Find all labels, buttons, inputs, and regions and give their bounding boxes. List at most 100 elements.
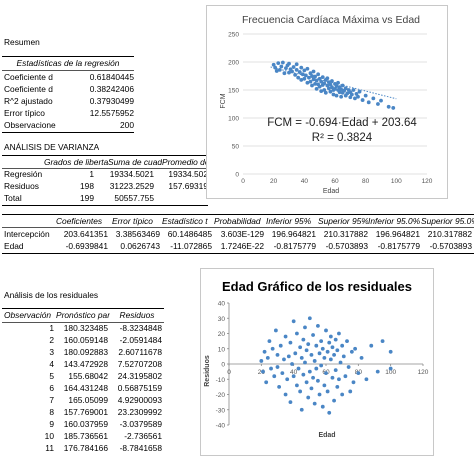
residual-obs[interactable]: 1 [49,323,54,333]
coef-cell[interactable]: 210.317882 [323,229,368,239]
residual-value[interactable]: -8.3234848 [119,323,162,333]
anova-cell[interactable]: 198 [80,181,94,191]
coef-cell[interactable]: 1.7246E-22 [220,241,264,251]
coef-row-label[interactable]: Intercepción [4,229,50,239]
anova-row-label[interactable]: Regresión [4,169,43,179]
residuals-header-res[interactable]: Residuos [119,310,155,320]
coef-cell[interactable]: -0.5703893 [429,241,472,251]
coef-cell[interactable]: 210.317882 [427,229,472,239]
summary-value[interactable]: 0.61840445 [89,72,134,82]
data-point [296,75,301,80]
residuals-header-obs[interactable]: Observación [4,310,52,320]
summary-label[interactable]: Coeficiente d [4,72,53,82]
anova-row-label[interactable]: Total [4,193,22,203]
anova-cell[interactable]: 1 [89,169,94,179]
residual-obs[interactable]: 5 [49,371,54,381]
coef-cell[interactable]: -0.8175779 [377,241,420,251]
residual-value[interactable]: -8.7841658 [119,443,162,453]
residual-value[interactable]: -3.0379589 [119,419,162,429]
anova-cell[interactable]: 50557.755 [114,193,154,203]
residual-obs[interactable]: 2 [49,335,54,345]
residual-pred[interactable]: 160.059148 [63,335,108,345]
residual-obs[interactable]: 3 [49,347,54,357]
coef-cell[interactable]: 196.964821 [271,229,316,239]
anova-cell[interactable]: 157.69319 [168,181,208,191]
summary-value[interactable]: 0.37930499 [89,96,134,106]
coef-header[interactable]: Superior 95.0% [421,216,474,226]
residual-obs[interactable]: 11 [45,443,54,453]
anova-header-df[interactable]: Grados de libertad [44,157,108,167]
coef-header[interactable]: Error típico [112,216,153,226]
data-point [303,325,307,330]
residual-obs[interactable]: 6 [49,383,54,393]
data-point [331,92,336,97]
coef-header[interactable]: Coeficientes [56,216,103,226]
residual-pred[interactable]: 164.431248 [63,383,108,393]
residual-obs[interactable]: 4 [49,359,54,369]
summary-label[interactable]: R^2 ajustado [4,96,53,106]
residual-pred[interactable]: 176.784166 [63,443,108,453]
residual-value[interactable]: 0.56875159 [117,383,162,393]
residual-pred[interactable]: 185.736561 [63,431,108,441]
coef-cell[interactable]: 3.603E-129 [220,229,264,239]
anova-title[interactable]: ANÁLISIS DE VARIANZA [4,142,100,152]
regression-stats-header[interactable]: Estadísticas de la regresión [16,58,120,68]
residual-value[interactable]: -2.736561 [124,431,162,441]
residuals-chart-panel[interactable]: Edad Gráfico de los residuales -40 -30 -20… [200,268,434,456]
residual-value[interactable]: 23.2309992 [117,407,162,417]
residual-obs[interactable]: 7 [49,395,54,405]
residual-value[interactable]: -2.0591484 [119,335,162,345]
coef-cell[interactable]: 60.1486485 [167,229,212,239]
y-tick-label: 150 [228,88,239,95]
residual-pred[interactable]: 180.092883 [63,347,108,357]
coef-row-label[interactable]: Edad [4,241,24,251]
scatter-chart-panel[interactable]: Frecuencia Cardíaca Máxima vs Edad 0 50 10… [206,5,448,199]
residual-value[interactable]: 4.92900093 [117,395,162,405]
summary-value[interactable]: 12.5575952 [89,108,134,118]
residuals-title[interactable]: Análisis de los residuales [4,290,99,300]
residual-value[interactable]: 2.60711678 [118,347,162,357]
summary-value[interactable]: 0.38242406 [89,84,134,94]
summary-value[interactable]: 200 [120,120,134,130]
residual-value[interactable]: 7.52707208 [117,359,162,369]
resumen-title[interactable]: Resumen [4,37,40,47]
anova-cell[interactable]: 199 [80,193,94,203]
residual-pred[interactable]: 160.037959 [63,419,108,429]
data-point [351,380,356,385]
coef-header[interactable]: Inferior 95% [266,216,312,226]
coef-cell[interactable]: 3.38563469 [115,229,160,239]
residual-pred[interactable]: 155.68042 [68,371,108,381]
anova-cell[interactable]: 19334.5021 [109,169,154,179]
residual-obs[interactable]: 10 [44,431,54,441]
coef-header[interactable]: Superior 95% [318,216,368,226]
coef-cell[interactable]: -0.8175779 [273,241,316,251]
coef-cell[interactable]: 196.964821 [375,229,420,239]
data-point [293,72,298,77]
residual-obs[interactable]: 8 [49,407,54,417]
anova-cell[interactable]: 31223.2529 [109,181,154,191]
coef-header[interactable]: Probabilidad [214,216,261,226]
residual-obs[interactable]: 9 [49,419,54,429]
coef-cell[interactable]: 0.0626743 [120,241,160,251]
coef-cell[interactable]: -11.072865 [170,241,212,251]
data-point [337,331,341,336]
summary-label[interactable]: Observacione [4,120,56,130]
residuals-header-pred[interactable]: Pronóstico para Frecuencia Cardíaca [56,310,110,320]
coef-header[interactable]: Inferior 95.0% [368,216,420,226]
residual-pred[interactable]: 143.472928 [63,359,108,369]
residual-pred[interactable]: 165.05099 [68,395,108,405]
summary-label[interactable]: Coeficiente d [4,84,53,94]
residual-value[interactable]: 24.3195802 [117,371,162,381]
residual-pred[interactable]: 180.323485 [63,323,108,333]
data-point [301,372,306,377]
coef-cell[interactable]: 203.641351 [63,229,108,239]
anova-header-ms[interactable]: Promedio de los cuadrados [162,157,208,167]
summary-label[interactable]: Error típico [4,108,45,118]
residual-pred[interactable]: 157.769001 [63,407,108,417]
coef-cell[interactable]: -0.5703893 [325,241,368,251]
coef-header[interactable]: Estadístico t [162,216,208,226]
coef-cell[interactable]: -0.6939841 [65,241,108,251]
anova-header-ss[interactable]: Suma de cuadrados [108,157,162,167]
anova-row-label[interactable]: Residuos [4,181,39,191]
anova-cell[interactable]: 19334.502 [168,169,208,179]
